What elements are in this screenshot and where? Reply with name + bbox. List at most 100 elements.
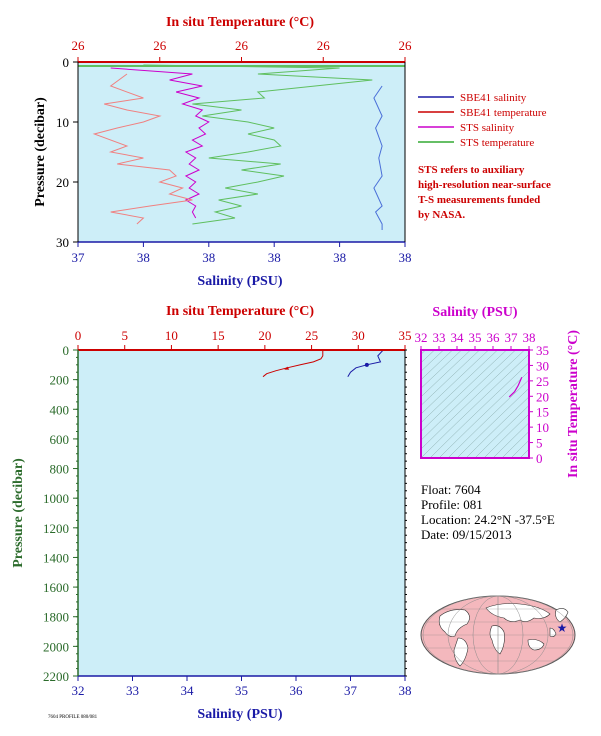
upper-series-line: [92, 73, 193, 225]
float-info: Float: 7604 Profile: 081 Location: 24.2°…: [421, 482, 555, 542]
ts-density-contour: [421, 353, 529, 458]
upper-bottom-tick-label: 38: [137, 250, 150, 265]
ts-density-contour: [421, 350, 516, 441]
ts-density-contour: [421, 350, 462, 389]
lower-bottom-axis-label: Salinity (PSU): [197, 707, 283, 722]
upper-legend: SBE41 salinity SBE41 temperature STS salin…: [418, 92, 547, 149]
ts-density-contour: [447, 379, 529, 458]
upper-series-line: [110, 67, 210, 219]
upper-left-tick-label: 30: [56, 235, 69, 250]
upper-series-line: [143, 64, 373, 225]
lower-top-tick-label: 10: [165, 328, 178, 343]
upper-left-tick-label: 0: [63, 55, 70, 70]
ts-density-contour: [510, 439, 529, 458]
lower-bottom-tick-label: 38: [399, 683, 412, 698]
sts-note: STS refers to auxiliary high-resolution n…: [418, 164, 551, 221]
upper-plot-area: [78, 62, 405, 242]
ts-density-contour: [465, 396, 529, 458]
ts-top-tick-label: 35: [469, 330, 482, 345]
lower-top-tick-label: 0: [75, 328, 82, 343]
lower-top-tick-label: 30: [352, 328, 365, 343]
lower-temperature-line: [262, 350, 324, 378]
lower-top-tick-label: 35: [399, 328, 412, 343]
ts-density-contour: [421, 350, 444, 372]
lower-panel: In situ Temperature (°C) 0 5 10 15 20 25 30 35 …: [11, 304, 412, 722]
ts-top-tick-label: 33: [433, 330, 446, 345]
lower-bottom-tick-label: 34: [181, 683, 195, 698]
upper-series: [78, 64, 405, 230]
ts-density-contour: [421, 350, 480, 406]
lower-bottom-ticks: 32 33 34 35 36 37 38: [72, 676, 412, 698]
upper-top-tick-label: 26: [72, 38, 86, 53]
ts-frame: [420, 349, 530, 459]
location: Location: 24.2°N -37.5°E: [421, 512, 555, 527]
lower-left-tick-label: 600: [50, 432, 70, 447]
legend-label: STS temperature: [460, 137, 534, 149]
map-landmass: [489, 625, 505, 655]
lower-top-tick-label: 5: [121, 328, 128, 343]
note-line: by NASA.: [418, 209, 465, 221]
map-landmass: [549, 627, 557, 637]
map-landmass: [527, 639, 545, 651]
lower-left-tick-label: 2200: [43, 669, 69, 684]
upper-top-tick-label: 26: [235, 38, 249, 53]
footer-code: 7604 PROFILE 080/081: [48, 715, 98, 720]
lower-plot-area: [78, 350, 405, 676]
lower-left-tick-label: 1400: [43, 550, 69, 565]
lower-top-tick-label: 15: [212, 328, 225, 343]
lower-bottom-tick-label: 33: [126, 683, 139, 698]
lower-left-ticks: 0 200 400 600 800 1000 1200 1400 1600 1800 2000 220…: [43, 343, 407, 684]
lower-left-tick-label: 200: [50, 373, 70, 388]
profile-number: Profile: 081: [421, 497, 483, 512]
ts-top-tick-label: 37: [505, 330, 519, 345]
lower-top-tick-label: 25: [305, 328, 318, 343]
ts-top-axis-label: Salinity (PSU): [432, 305, 518, 320]
ts-right-tick-label: 30: [536, 358, 549, 373]
ts-density-contour: [519, 448, 529, 458]
upper-bottom-axis-label: Salinity (PSU): [197, 274, 283, 289]
ts-density-contour: [421, 350, 453, 381]
upper-bottom-tick-label: 38: [399, 250, 412, 265]
float-location-star-icon: ★: [557, 621, 568, 635]
note-line: STS refers to auxiliary: [418, 164, 525, 176]
lower-left-tick-label: 1200: [43, 521, 69, 536]
lower-left-tick-label: 1600: [43, 580, 69, 595]
ts-right-tick-label: 15: [536, 405, 549, 420]
lower-bottom-tick-label: 37: [344, 683, 358, 698]
ts-density-contours: [421, 350, 529, 458]
ts-density-contour: [501, 431, 529, 458]
ts-density-contour: [483, 413, 529, 458]
ts-density-contour: [421, 350, 489, 415]
note-line: high-resolution near-surface: [418, 179, 551, 191]
date: Date: 09/15/2013: [421, 527, 512, 542]
ts-right-tick-label: 0: [536, 451, 543, 466]
ts-top-tick-label: 34: [451, 330, 465, 345]
map-graticule: [421, 595, 575, 675]
upper-top-ticks: 26 26 26 26 26: [72, 38, 412, 62]
lower-top-tick-label: 20: [258, 328, 271, 343]
lower-left-tick-label: 1000: [43, 491, 69, 506]
map-landmass: [438, 609, 470, 637]
lower-top-axis-label: In situ Temperature (°C): [166, 304, 314, 319]
ts-density-contour: [421, 350, 471, 398]
upper-left-ticks: 0 10 20 30: [56, 55, 78, 250]
note-line: T-S measurements funded: [418, 194, 540, 206]
ts-curve: [508, 376, 523, 398]
lower-top-ticks: 0 5 10 15 20 25 30 35: [75, 328, 412, 350]
ts-density-contour: [429, 362, 529, 458]
lower-bottom-tick-label: 32: [72, 683, 85, 698]
upper-bottom-tick-label: 38: [333, 250, 346, 265]
lower-temperature-marker: [284, 366, 290, 370]
ts-density-contour: [492, 422, 529, 458]
lower-bottom-tick-label: 35: [235, 683, 248, 698]
upper-left-tick-label: 20: [56, 175, 69, 190]
lower-left-tick-label: 0: [63, 343, 70, 358]
upper-bottom-tick-label: 37: [72, 250, 86, 265]
upper-top-axis-label: In situ Temperature (°C): [166, 15, 314, 30]
ts-density-contour: [421, 350, 435, 364]
world-map: ★: [420, 595, 576, 675]
ts-density-contour: [438, 370, 529, 458]
ts-top-tick-label: 38: [523, 330, 536, 345]
